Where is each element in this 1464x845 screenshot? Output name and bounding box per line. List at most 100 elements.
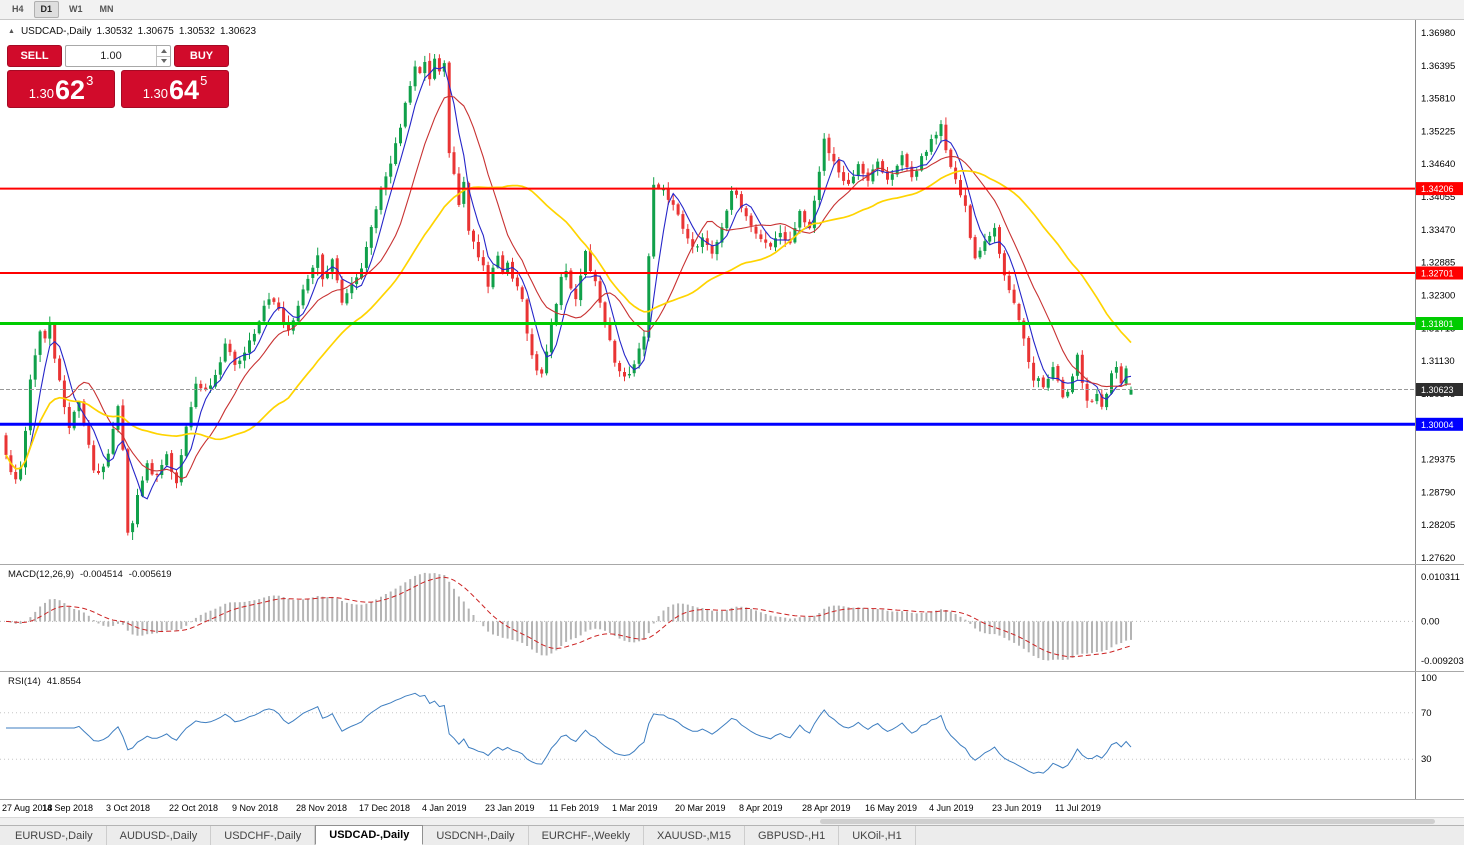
time-tick-label: 16 May 2019 [865,803,918,813]
price-tick-label: 1.36395 [1421,61,1455,72]
price-tick-label: 1.28790 [1421,487,1455,498]
chart-tab-usdcnh-daily[interactable]: USDCNH-,Daily [423,826,529,845]
price-tick-label: 1.32885 [1421,258,1455,269]
ma-line-5 [5,66,1132,500]
volume-decrease-button[interactable] [157,57,170,67]
ohlc-low-value: 1.30532 [178,26,215,37]
price-chart-panel: 1.36980 1.36395 1.35810 1.35225 1.34640 1.340… [0,20,1464,565]
price-chart-canvas[interactable]: 1.36980 1.36395 1.35810 1.35225 1.34640 1.340… [0,20,1464,564]
chart-title: ▲ USDCAD-,Daily 1.30532 1.30675 1.30532 … [8,26,256,37]
price-tick-label: 1.34640 [1421,159,1455,170]
time-tick-label: 9 Nov 2018 [232,803,279,813]
chart-tab-gbpusd-h1[interactable]: GBPUSD-,H1 [745,826,840,845]
timeframe-button-mn[interactable]: MN [99,4,114,14]
ohlc-open-value: 1.30532 [96,26,133,37]
time-tick-label: 27 Aug 2018 [2,803,53,813]
macd-signal-value: -0.005619 [128,569,172,580]
macd-title: MACD(12,26,9) -0.004514 -0.005619 [8,569,172,580]
horizontal-scrollbar[interactable] [0,817,1464,825]
scrollbar-thumb[interactable] [819,819,1435,824]
time-tick-label: 11 Feb 2019 [549,803,599,813]
ma-line-34 [5,169,1132,470]
price-tick-label: 1.35225 [1421,126,1455,137]
ohlc-high-value: 1.30675 [137,26,174,37]
buy-price-pips: 64 [169,75,200,105]
svg-text:1.32701: 1.32701 [1421,268,1454,278]
price-tick-label: 1.31130 [1421,356,1455,367]
time-tick-label: 23 Jan 2019 [485,803,535,813]
chart-tab-usdchf-daily[interactable]: USDCHF-,Daily [211,826,316,845]
price-scale-background[interactable] [1415,672,1464,799]
one-click-trading-panel: SELL BUY 1.30 62 3 1.30 [7,45,229,108]
rsi-value: 41.8554 [46,676,82,687]
down-arrow-icon [160,59,167,64]
sell-price-fraction: 3 [86,73,94,88]
axis-price-badge-1.32701: 1.32701 [1416,266,1463,280]
axis-price-badge-1.31801: 1.31801 [1416,317,1463,330]
sell-price-base: 1.30 [28,86,55,101]
candlestick-series[interactable] [4,53,1133,540]
time-axis[interactable]: 27 Aug 2018 14 Sep 2018 3 Oct 2018 22 Oct 2… [0,800,1464,817]
price-scale-background[interactable] [1415,20,1464,564]
timeframe-toolbar: H4 D1 W1 MN [0,0,1464,20]
symbol-period-label: USDCAD-,Daily [20,26,92,37]
volume-input[interactable] [66,46,156,66]
chart-tab-eurchf-weekly[interactable]: EURCHF-,Weekly [529,826,644,845]
price-tick-label: 1.36980 [1421,28,1455,39]
rsi-line [6,692,1132,774]
price-tick-label: 1.29375 [1421,455,1455,466]
time-tick-label: 17 Dec 2018 [359,803,411,813]
macd-tick-label: 0.00 [1421,616,1440,627]
up-arrow-icon [160,48,167,53]
svg-text:1.30004: 1.30004 [1421,420,1454,430]
time-tick-label: 28 Apr 2019 [802,803,851,813]
rsi-title: RSI(14) 41.8554 [8,676,81,687]
macd-main-value: -0.004514 [80,569,123,580]
macd-indicator-panel: 0.010311 0.00 -0.009203 MACD(12,26,9) -0.0… [0,565,1464,672]
timeframe-button-h4[interactable]: H4 [12,4,24,14]
rsi-canvas[interactable]: 100 70 30 [0,672,1464,799]
rsi-indicator-panel: 100 70 30 RSI(14) 41.8554 [0,672,1464,800]
time-tick-label: 23 Jun 2019 [992,803,1042,813]
chart-tab-ukoil-h1[interactable]: UKOil-,H1 [839,826,916,845]
svg-text:1.30623: 1.30623 [1421,385,1454,395]
svg-text:1.34206: 1.34206 [1421,184,1454,194]
macd-tick-label: 0.010311 [1421,572,1460,583]
ma-line-13 [5,95,1132,480]
chart-tab-audusd-daily[interactable]: AUDUSD-,Daily [107,826,212,845]
sell-price-button[interactable]: 1.30 62 3 [7,70,115,108]
time-tick-label: 1 Mar 2019 [612,803,658,813]
chart-tab-eurusd-daily[interactable]: EURUSD-,Daily [2,826,107,845]
chart-tab-usdcad-daily[interactable]: USDCAD-,Daily [315,825,424,845]
axis-price-badge-1.30004: 1.30004 [1416,417,1463,431]
price-scale-background[interactable] [1415,565,1464,671]
sell-button[interactable]: SELL [7,45,62,67]
axis-price-badge-1.34206: 1.34206 [1416,182,1463,196]
rsi-tick-label: 30 [1421,754,1432,765]
time-tick-label: 28 Nov 2018 [296,803,348,813]
price-tick-label: 1.34055 [1421,192,1455,203]
chart-tabs-bar: EURUSD-,Daily AUDUSD-,Daily USDCHF-,Daily U… [0,825,1464,845]
macd-tick-label: -0.009203 [1421,656,1464,667]
buy-price-button[interactable]: 1.30 64 5 [121,70,229,108]
macd-histogram [9,572,1132,661]
macd-label: MACD(12,26,9) [8,569,74,580]
price-tick-label: 1.27620 [1421,553,1455,564]
buy-button[interactable]: BUY [174,45,229,67]
time-tick-label: 22 Oct 2018 [169,803,219,813]
timeframe-button-d1[interactable]: D1 [33,1,60,18]
time-tick-label: 14 Sep 2018 [42,803,94,813]
time-tick-label: 11 Jul 2019 [1055,803,1101,813]
chart-tab-xauusd-m15[interactable]: XAUUSD-,M15 [644,826,745,845]
svg-text:1.31801: 1.31801 [1421,319,1454,329]
macd-canvas[interactable]: 0.010311 0.00 -0.009203 [0,565,1464,671]
volume-spinner [156,46,170,66]
rsi-tick-label: 70 [1421,708,1432,719]
buy-price-base: 1.30 [142,86,169,101]
volume-increase-button[interactable] [157,46,170,57]
time-tick-label: 20 Mar 2019 [675,803,726,813]
timeframe-button-w1[interactable]: W1 [69,4,83,14]
one-click-toggle-icon[interactable]: ▲ [8,28,15,35]
time-tick-label: 8 Apr 2019 [739,803,783,813]
